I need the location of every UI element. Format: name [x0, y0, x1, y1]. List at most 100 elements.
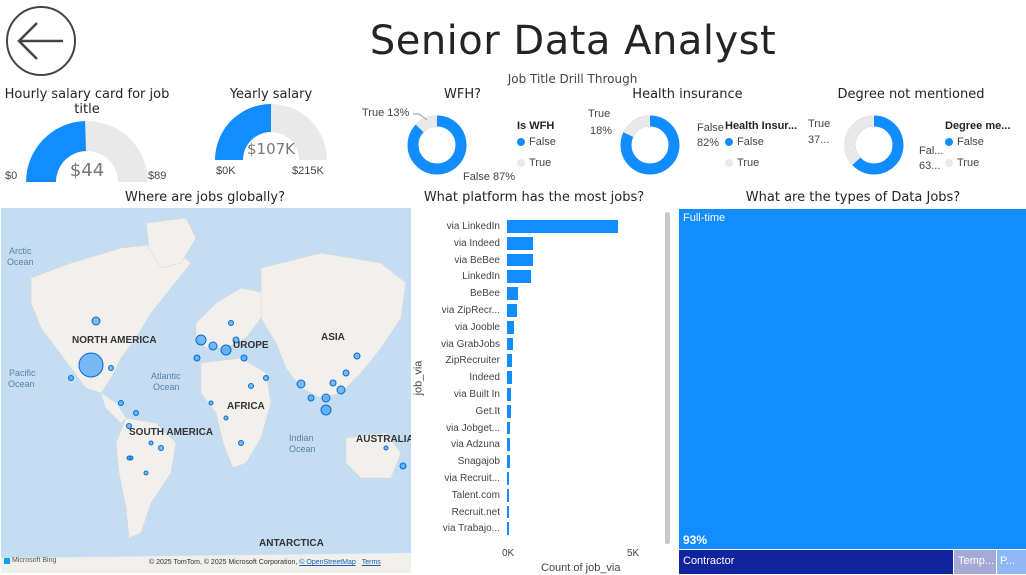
map-label-atlantic2: Ocean: [153, 382, 180, 392]
job-location-bubbles[interactable]: [1, 208, 411, 573]
treemap-full-time-label: Full-time: [683, 212, 726, 224]
health-true-slice: [620, 115, 680, 175]
bubble: [208, 341, 218, 351]
platform-bar[interactable]: [507, 354, 513, 368]
platform-bar[interactable]: [507, 438, 510, 452]
platform-bar-row[interactable]: Get.It: [405, 403, 655, 420]
platform-bar[interactable]: [507, 287, 519, 300]
legend-dot-icon: [517, 138, 525, 146]
platform-bar[interactable]: [507, 488, 510, 502]
degree-legend-false[interactable]: False: [945, 136, 984, 148]
bubble: [118, 400, 124, 406]
platform-bar-row[interactable]: via Recruit...: [405, 470, 655, 487]
degree-true-label: True: [808, 118, 831, 130]
platform-bar-label: ZipRecruiter: [445, 355, 500, 367]
platform-bar[interactable]: [507, 455, 510, 468]
yearly-gauge: [215, 104, 327, 160]
platform-bar-row[interactable]: Snagajob: [405, 453, 655, 470]
wfh-true-slice: [407, 115, 467, 175]
bubble: [133, 410, 139, 416]
platform-bar-row[interactable]: via BeBee: [405, 252, 655, 269]
platform-scrollbar-thumb[interactable]: [665, 212, 670, 544]
treemap-temp[interactable]: Temp...: [954, 550, 996, 574]
platform-bar[interactable]: [507, 253, 534, 267]
platform-scrollbar[interactable]: [665, 212, 670, 544]
platform-bar[interactable]: [507, 505, 510, 519]
bubble-north-america: [78, 352, 104, 378]
hourly-gauge-fill: [26, 121, 87, 182]
platform-bar-row[interactable]: via Adzuna: [405, 436, 655, 453]
treemap-full-time[interactable]: Full-time 93%: [679, 209, 1026, 549]
bing-icon: [4, 557, 10, 564]
map-copyright: © 2025 TomTom, © 2025 Microsoft Corporat…: [149, 559, 381, 566]
platform-bar-row[interactable]: via Jobget...: [405, 420, 655, 437]
platform-bar[interactable]: [507, 421, 511, 435]
platform-bar-row[interactable]: Indeed: [405, 369, 655, 386]
bubble: [263, 375, 269, 381]
wfh-true-label: True 13%: [362, 107, 410, 119]
platform-bar-row[interactable]: ZipRecruiter: [405, 352, 655, 369]
platform-bar[interactable]: [507, 371, 512, 384]
platform-bar-label: via Jobget...: [446, 422, 500, 434]
platform-bar[interactable]: [507, 236, 534, 250]
treemap-contractor[interactable]: Contractor: [679, 550, 953, 574]
treemap-p[interactable]: P...: [997, 550, 1026, 574]
platform-bar[interactable]: [507, 320, 515, 334]
wfh-false-label: False 87%: [463, 171, 515, 183]
degree-legend-true[interactable]: True: [945, 157, 979, 169]
degree-donut: [844, 115, 904, 175]
terms-link[interactable]: Terms: [361, 559, 381, 566]
hourly-value: $44: [69, 160, 105, 181]
platform-bar-label: via Trabajo...: [442, 523, 500, 535]
wfh-leader-line: [413, 113, 428, 121]
platform-bar[interactable]: [507, 404, 511, 418]
platform-bar[interactable]: [507, 472, 510, 485]
degree-true-slice: [844, 115, 904, 175]
platform-bar-label: LinkedIn: [462, 271, 500, 283]
platform-bar[interactable]: [507, 522, 510, 536]
bubble: [383, 445, 389, 451]
platform-bar-row[interactable]: via Jooble: [405, 319, 655, 336]
wfh-title: WFH?: [443, 87, 481, 102]
bubble: [336, 385, 346, 395]
platform-bar-row[interactable]: via Indeed: [405, 235, 655, 252]
platform-bar-label: via ZipRecr...: [441, 305, 500, 316]
platform-bar[interactable]: [507, 337, 513, 351]
platform-bar-row[interactable]: via LinkedIn: [405, 218, 655, 235]
health-legend-true[interactable]: True: [725, 157, 759, 169]
platform-bar[interactable]: [507, 270, 531, 284]
platform-bar[interactable]: [507, 304, 517, 317]
wfh-legend-false[interactable]: False: [517, 136, 556, 148]
platform-bar-row[interactable]: via GrabJobs: [405, 336, 655, 353]
platform-bar[interactable]: [507, 388, 512, 401]
bubble: [232, 336, 240, 344]
health-legend-false[interactable]: False: [725, 136, 764, 148]
platform-bar-row[interactable]: Talent.com: [405, 487, 655, 504]
bubble: [399, 462, 407, 470]
osm-link[interactable]: © OpenStreetMap: [299, 559, 356, 566]
platform-xlabel: Count of job_via: [541, 562, 621, 574]
platform-bar-row[interactable]: Recruit.net: [405, 504, 655, 521]
back-button[interactable]: [5, 5, 77, 77]
degree-true-pct: 37...: [808, 134, 830, 146]
bubble: [342, 369, 350, 377]
hourly-min: $0: [5, 170, 18, 182]
platform-bar[interactable]: [507, 220, 618, 233]
platform-bar-row[interactable]: via Trabajo...: [405, 520, 655, 537]
health-title: Health insurance: [632, 87, 743, 102]
platform-bar-row[interactable]: via Built In: [405, 386, 655, 403]
platform-xtick-0: 0K: [502, 548, 515, 559]
legend-dot-icon: [725, 159, 733, 167]
bubble: [329, 379, 337, 387]
treemap-contractor-label: Contractor: [683, 555, 735, 567]
platform-bar-row[interactable]: LinkedIn: [405, 268, 655, 285]
world-map[interactable]: Arctic Ocean Pacific Ocean Atlantic Ocea…: [1, 208, 411, 573]
platform-bar-row[interactable]: via ZipRecr...: [405, 302, 655, 319]
platform-bar-chart: via LinkedIn via Indeed via BeBee LinkedIn B…: [405, 218, 655, 543]
platform-bar-row[interactable]: BeBee: [405, 285, 655, 302]
wfh-legend-true[interactable]: True: [517, 157, 551, 169]
bubble: [68, 375, 74, 381]
platform-bar-label: via GrabJobs: [441, 338, 500, 350]
legend-label: False: [529, 136, 556, 148]
bubble: [126, 423, 132, 429]
